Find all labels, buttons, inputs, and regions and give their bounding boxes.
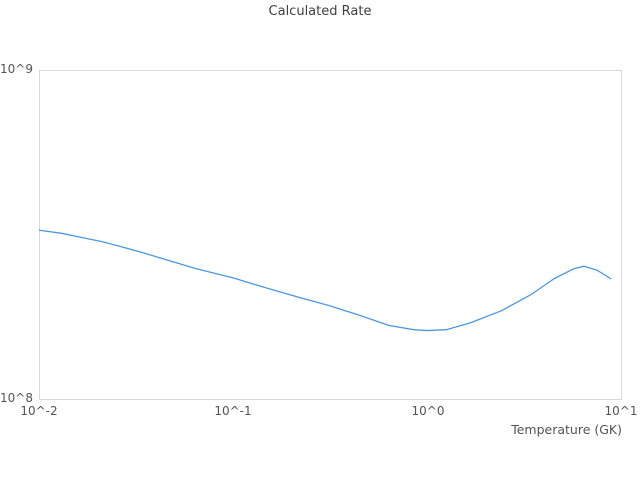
x-tick-1e0: 10^0 bbox=[411, 404, 445, 418]
plot-border bbox=[39, 70, 622, 400]
y-tick-1e8: 10^8 bbox=[0, 391, 33, 405]
x-axis-label: Temperature (GK) bbox=[511, 422, 622, 437]
x-tick-1e-1: 10^-1 bbox=[214, 404, 252, 418]
chart-title: Calculated Rate bbox=[268, 4, 372, 19]
rate-line-series bbox=[38, 229, 612, 332]
x-tick-1e-2: 10^-2 bbox=[20, 404, 58, 418]
x-tick-1e1: 10^1 bbox=[604, 404, 638, 418]
y-tick-1e9: 10^9 bbox=[0, 62, 33, 76]
